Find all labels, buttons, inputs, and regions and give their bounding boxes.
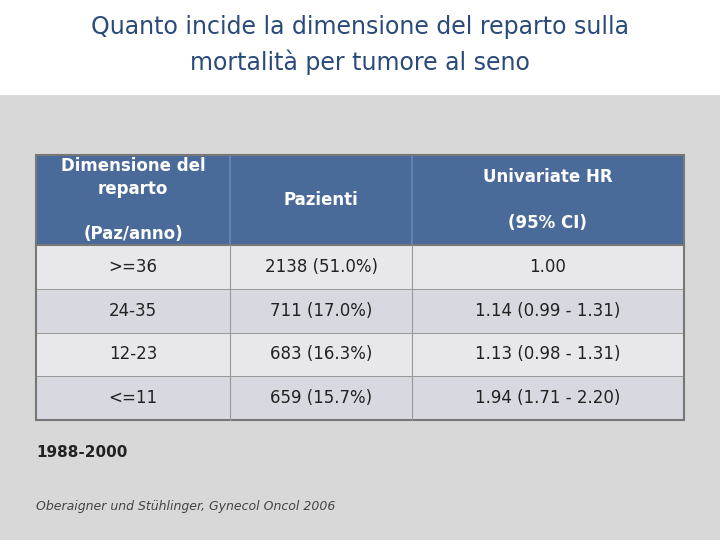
Bar — [36, 155, 684, 245]
Text: Oberaigner und Stühlinger, Gynecol Oncol 2006: Oberaigner und Stühlinger, Gynecol Oncol… — [36, 500, 336, 513]
Text: Pazienti: Pazienti — [284, 191, 359, 209]
Text: 1.14 (0.99 - 1.31): 1.14 (0.99 - 1.31) — [475, 302, 621, 320]
Text: 1.00: 1.00 — [529, 258, 567, 276]
Text: 1.94 (1.71 - 2.20): 1.94 (1.71 - 2.20) — [475, 389, 621, 407]
Text: 659 (15.7%): 659 (15.7%) — [270, 389, 372, 407]
Text: Univariate HR

(95% CI): Univariate HR (95% CI) — [483, 168, 613, 232]
Bar — [36, 376, 684, 420]
Bar — [36, 245, 684, 289]
Bar — [36, 289, 684, 333]
Text: <=11: <=11 — [109, 389, 158, 407]
Text: >=36: >=36 — [109, 258, 158, 276]
Text: 711 (17.0%): 711 (17.0%) — [270, 302, 372, 320]
Bar — [36, 155, 684, 420]
Bar — [0, 0, 720, 95]
Bar — [36, 333, 684, 376]
Text: Quanto incide la dimensione del reparto sulla
mortalità per tumore al seno: Quanto incide la dimensione del reparto … — [91, 15, 629, 75]
Text: 12-23: 12-23 — [109, 346, 158, 363]
Text: 2138 (51.0%): 2138 (51.0%) — [265, 258, 377, 276]
Text: 683 (16.3%): 683 (16.3%) — [270, 346, 372, 363]
Text: Dimensione del
reparto

(Paz/anno): Dimensione del reparto (Paz/anno) — [61, 157, 205, 244]
Text: 1.13 (0.98 - 1.31): 1.13 (0.98 - 1.31) — [475, 346, 621, 363]
Text: 1988-2000: 1988-2000 — [36, 445, 127, 460]
Text: 24-35: 24-35 — [109, 302, 157, 320]
